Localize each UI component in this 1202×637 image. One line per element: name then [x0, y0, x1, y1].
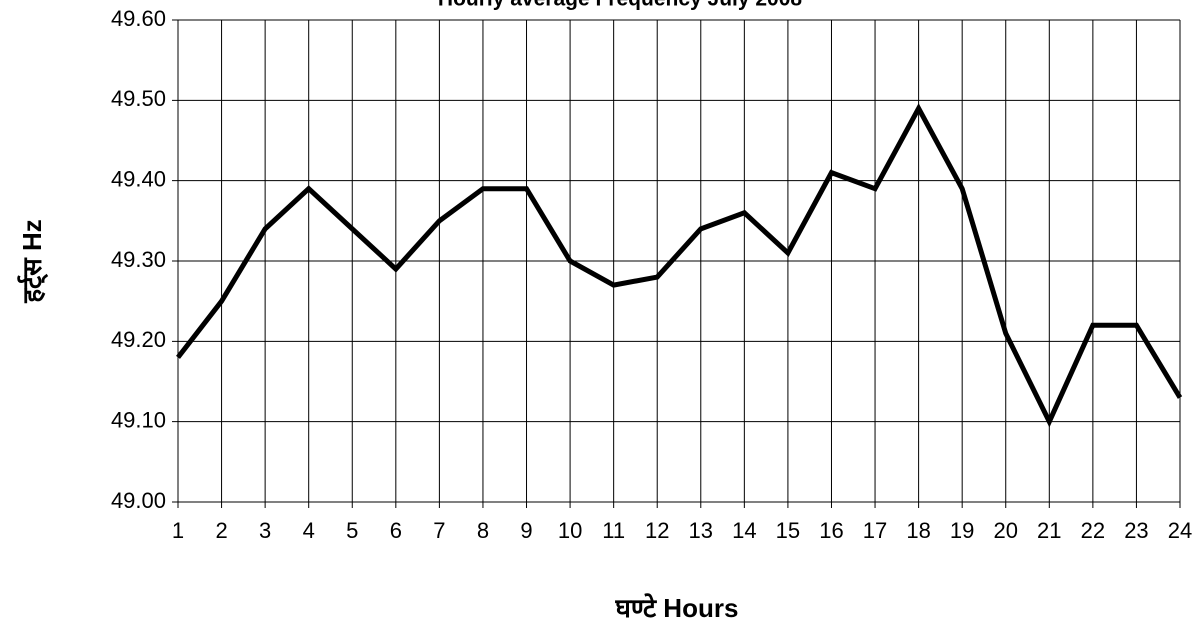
x-tick-label: 4	[303, 518, 315, 543]
x-tick-label: 10	[558, 518, 582, 543]
y-tick-label: 49.60	[111, 6, 166, 31]
x-tick-label: 23	[1124, 518, 1148, 543]
x-tick-label: 6	[390, 518, 402, 543]
x-tick-label: 3	[259, 518, 271, 543]
x-tick-label: 16	[819, 518, 843, 543]
x-axis-label: घण्टे Hours	[615, 593, 739, 623]
x-tick-label: 21	[1037, 518, 1061, 543]
x-tick-label: 11	[602, 518, 625, 543]
x-tick-label: 2	[215, 518, 227, 543]
x-tick-label: 14	[732, 518, 756, 543]
y-tick-label: 49.00	[111, 488, 166, 513]
y-tick-label: 49.30	[111, 247, 166, 272]
x-tick-label: 5	[346, 518, 358, 543]
y-tick-label: 49.40	[111, 166, 166, 191]
y-tick-label: 49.50	[111, 86, 166, 111]
x-tick-label: 9	[520, 518, 532, 543]
x-tick-label: 12	[645, 518, 669, 543]
x-tick-label: 13	[689, 518, 713, 543]
data-line	[176, 103, 1183, 428]
x-tick-label: 15	[776, 518, 800, 543]
x-tick-label: 17	[863, 518, 887, 543]
x-tick-label: 20	[993, 518, 1017, 543]
x-tick-label: 8	[477, 518, 489, 543]
x-tick-label: 1	[172, 518, 184, 543]
x-tick-label: 18	[906, 518, 930, 543]
x-tick-label: 19	[950, 518, 974, 543]
x-tick-label: 22	[1081, 518, 1105, 543]
x-tick-label: 7	[433, 518, 445, 543]
y-tick-label: 49.10	[111, 407, 166, 432]
y-axis-label: हर्ट्स Hz	[17, 219, 49, 304]
y-tick-label: 49.20	[111, 327, 166, 352]
x-tick-label: 24	[1168, 518, 1192, 543]
chart-title: Hourly average Frequency July 2008	[438, 0, 802, 11]
